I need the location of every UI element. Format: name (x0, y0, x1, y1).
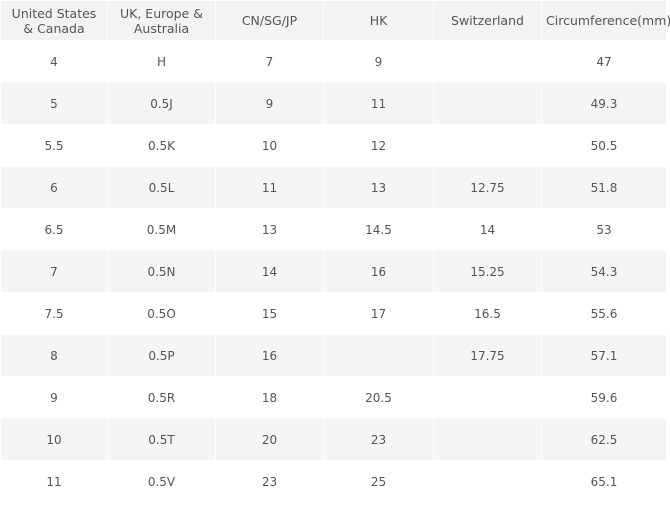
table-cell: 0.5R (107, 376, 216, 419)
table-cell (433, 376, 542, 419)
table-cell: 14 (215, 250, 324, 293)
table-cell: 16 (323, 250, 434, 293)
table-cell: 13 (323, 166, 434, 209)
table-cell: 6 (0, 166, 108, 209)
table-cell: 57.1 (541, 334, 667, 377)
table-cell: 16 (215, 334, 324, 377)
table-row: 8 0.5P 16 17.75 57.1 (0, 334, 667, 377)
table-cell: 5 (0, 82, 108, 125)
table-cell: 12 (323, 124, 434, 167)
header-cell: Switzerland (433, 0, 542, 41)
table-cell: 49.3 (541, 82, 667, 125)
table-cell: 10 (0, 418, 108, 461)
table-row: 7 0.5N 14 16 15.25 54.3 (0, 250, 667, 293)
table-row: 6 0.5L 11 13 12.75 51.8 (0, 166, 667, 209)
header-cell: HK (323, 0, 434, 41)
table-cell: 15.25 (433, 250, 542, 293)
table-cell (433, 40, 542, 83)
table-cell: 8 (0, 334, 108, 377)
table-cell: 47 (541, 40, 667, 83)
table-row: 6.5 0.5M 13 14.5 14 53 (0, 208, 667, 251)
table-cell (433, 418, 542, 461)
table-cell: 50.5 (541, 124, 667, 167)
table-cell: 0.5T (107, 418, 216, 461)
table-cell: 14 (433, 208, 542, 251)
table-cell: 23 (323, 418, 434, 461)
table-row: 10 0.5T 20 23 62.5 (0, 418, 667, 461)
header-row: United States & Canada UK, Europe & Austr… (0, 0, 670, 41)
table-row: 7.5 0.5O 15 17 16.5 55.6 (0, 292, 667, 335)
header-cell: UK, Europe & Australia (107, 0, 216, 41)
table-cell: 11 (0, 460, 108, 503)
table-cell: 20.5 (323, 376, 434, 419)
table-header: United States & Canada UK, Europe & Austr… (0, 0, 670, 41)
table-cell: 0.5L (107, 166, 216, 209)
table-cell: H (107, 40, 216, 83)
table-cell (433, 82, 542, 125)
table-cell: 9 (0, 376, 108, 419)
table-cell: 54.3 (541, 250, 667, 293)
table-cell: 0.5N (107, 250, 216, 293)
table-body: 4 H 7 9 47 5 0.5J 9 11 49.3 5.5 0.5K 10 12 50.5 6 0.5L 11… (0, 40, 667, 503)
table-cell (323, 334, 434, 377)
table-cell: 5.5 (0, 124, 108, 167)
table-cell (433, 124, 542, 167)
table-cell: 11 (323, 82, 434, 125)
table-cell: 0.5V (107, 460, 216, 503)
table-cell: 12.75 (433, 166, 542, 209)
table-row: 4 H 7 9 47 (0, 40, 667, 83)
table-cell: 6.5 (0, 208, 108, 251)
header-cell: United States & Canada (0, 0, 108, 41)
table-cell: 0.5M (107, 208, 216, 251)
header-cell: CN/SG/JP (215, 0, 324, 41)
table-row: 5 0.5J 9 11 49.3 (0, 82, 667, 125)
table-cell: 0.5J (107, 82, 216, 125)
table-cell: 7 (215, 40, 324, 83)
table-cell: 59.6 (541, 376, 667, 419)
table-cell: 14.5 (323, 208, 434, 251)
table-cell: 16.5 (433, 292, 542, 335)
table-row: 11 0.5V 23 25 65.1 (0, 460, 667, 503)
table-cell: 11 (215, 166, 324, 209)
table-cell: 53 (541, 208, 667, 251)
table-row: 5.5 0.5K 10 12 50.5 (0, 124, 667, 167)
header-cell: Circumference(mm) (541, 0, 670, 41)
table-cell: 9 (323, 40, 434, 83)
table-cell: 0.5O (107, 292, 216, 335)
table-cell: 10 (215, 124, 324, 167)
table-cell: 18 (215, 376, 324, 419)
table-cell: 13 (215, 208, 324, 251)
table-cell: 23 (215, 460, 324, 503)
table-cell: 0.5K (107, 124, 216, 167)
table-cell: 7 (0, 250, 108, 293)
table-cell: 15 (215, 292, 324, 335)
table-cell: 51.8 (541, 166, 667, 209)
table-cell: 0.5P (107, 334, 216, 377)
table-cell: 7.5 (0, 292, 108, 335)
table-cell: 55.6 (541, 292, 667, 335)
table-cell: 65.1 (541, 460, 667, 503)
table-cell: 62.5 (541, 418, 667, 461)
table-row: 9 0.5R 18 20.5 59.6 (0, 376, 667, 419)
table-cell: 9 (215, 82, 324, 125)
table-cell (433, 460, 542, 503)
table-cell: 25 (323, 460, 434, 503)
table-cell: 17.75 (433, 334, 542, 377)
table-cell: 17 (323, 292, 434, 335)
table-cell: 4 (0, 40, 108, 83)
table-cell: 20 (215, 418, 324, 461)
